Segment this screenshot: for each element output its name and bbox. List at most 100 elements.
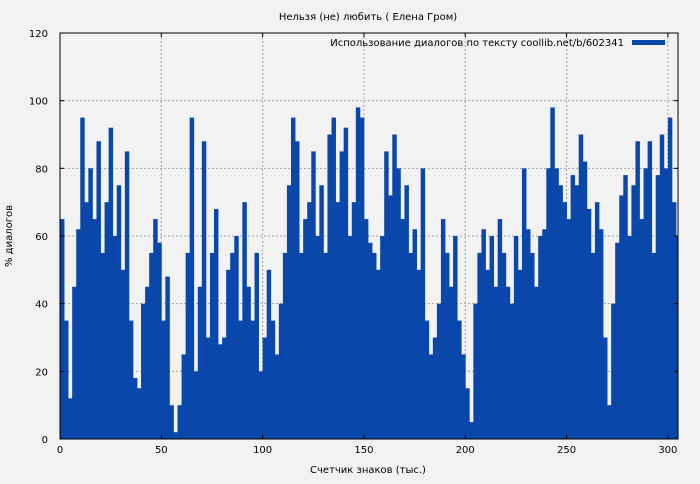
data-bar	[582, 161, 588, 440]
data-bar	[120, 269, 126, 439]
data-bar	[667, 117, 673, 439]
data-bar	[615, 242, 620, 439]
data-bar	[282, 252, 288, 439]
data-bar	[465, 388, 470, 439]
data-bar	[453, 236, 458, 439]
data-bar	[230, 252, 235, 439]
data-bar	[189, 117, 195, 439]
y-axis-label: % диалогов	[4, 205, 15, 267]
data-bar	[436, 303, 442, 439]
data-bar	[355, 107, 361, 439]
data-bar	[534, 286, 539, 439]
data-bar	[449, 286, 454, 439]
data-bar	[578, 134, 584, 439]
data-bar	[367, 242, 373, 439]
data-bar	[60, 219, 65, 439]
data-bar	[193, 371, 199, 439]
data-bar	[161, 320, 166, 439]
y-tick-label: 100	[29, 97, 48, 108]
chart-title: Нельзя (не) любить ( Елена Гром)	[279, 12, 457, 23]
data-bar	[238, 320, 243, 439]
data-bar	[505, 286, 511, 439]
data-bar	[218, 344, 223, 439]
data-bar	[311, 151, 316, 439]
data-bar	[100, 252, 105, 439]
data-bar	[509, 303, 515, 439]
data-bar	[262, 337, 268, 439]
data-bar	[538, 236, 543, 439]
data-bar	[517, 269, 523, 439]
data-bar	[141, 303, 146, 439]
data-bar	[384, 151, 389, 439]
data-bar	[380, 236, 385, 439]
x-tick-label: 250	[557, 445, 576, 456]
data-bar	[165, 276, 170, 439]
data-bar	[315, 236, 320, 439]
data-bar	[124, 151, 130, 439]
y-tick-label: 80	[35, 164, 48, 175]
data-bar	[84, 202, 89, 439]
x-tick-label: 50	[155, 445, 168, 456]
data-bar	[108, 127, 114, 439]
data-bar	[663, 168, 669, 440]
data-bar	[481, 229, 486, 439]
data-bar	[635, 141, 640, 439]
data-bar	[671, 202, 677, 439]
data-bar	[526, 229, 531, 439]
data-bar	[209, 252, 215, 439]
data-bar	[554, 168, 559, 440]
data-bar	[254, 252, 259, 439]
data-bar	[550, 107, 555, 439]
data-bar	[112, 236, 118, 439]
y-tick-label: 120	[29, 29, 48, 40]
data-bar	[372, 252, 377, 439]
x-tick-label: 200	[456, 445, 475, 456]
data-bar	[339, 151, 345, 439]
y-tick-label: 60	[35, 232, 48, 243]
data-bar	[469, 422, 474, 439]
data-bar	[400, 219, 405, 439]
data-bar	[96, 141, 101, 439]
data-bar	[226, 269, 231, 439]
data-bar	[659, 134, 665, 439]
legend-swatch	[632, 40, 665, 45]
data-bar	[501, 252, 507, 439]
data-bar	[327, 134, 332, 439]
data-bar	[234, 236, 239, 439]
data-bar	[558, 185, 563, 439]
data-bar	[497, 219, 503, 439]
data-bar	[181, 354, 187, 439]
data-bar	[157, 242, 162, 439]
data-bar	[392, 134, 397, 439]
data-bar	[530, 252, 535, 439]
data-bar	[574, 185, 580, 439]
data-bar	[477, 252, 482, 439]
data-bar	[489, 236, 495, 439]
data-bar	[149, 252, 154, 439]
data-bar	[590, 252, 596, 439]
data-bar	[420, 168, 426, 440]
data-bar	[643, 168, 649, 440]
data-bar	[80, 117, 85, 439]
data-bar	[566, 219, 572, 439]
data-bar	[412, 229, 418, 439]
data-bar	[323, 252, 328, 439]
legend-label: Использование диалогов по тексту coollib…	[330, 38, 624, 49]
data-bar	[594, 202, 600, 439]
data-bar	[116, 185, 122, 439]
data-bar	[201, 141, 207, 439]
x-axis-label: Счетчик знаков (тыс.)	[310, 465, 426, 476]
data-bar	[270, 320, 276, 439]
x-tick-label: 0	[57, 445, 63, 456]
data-bar	[169, 405, 174, 439]
data-bar	[396, 168, 401, 440]
x-tick-label: 100	[253, 445, 272, 456]
data-bar	[351, 202, 357, 439]
data-bar	[343, 127, 349, 439]
data-bar	[335, 202, 341, 439]
data-bar	[299, 252, 304, 439]
legend: Использование диалогов по тексту coollib…	[330, 38, 665, 49]
data-bar	[128, 320, 134, 439]
data-bar	[651, 252, 657, 439]
